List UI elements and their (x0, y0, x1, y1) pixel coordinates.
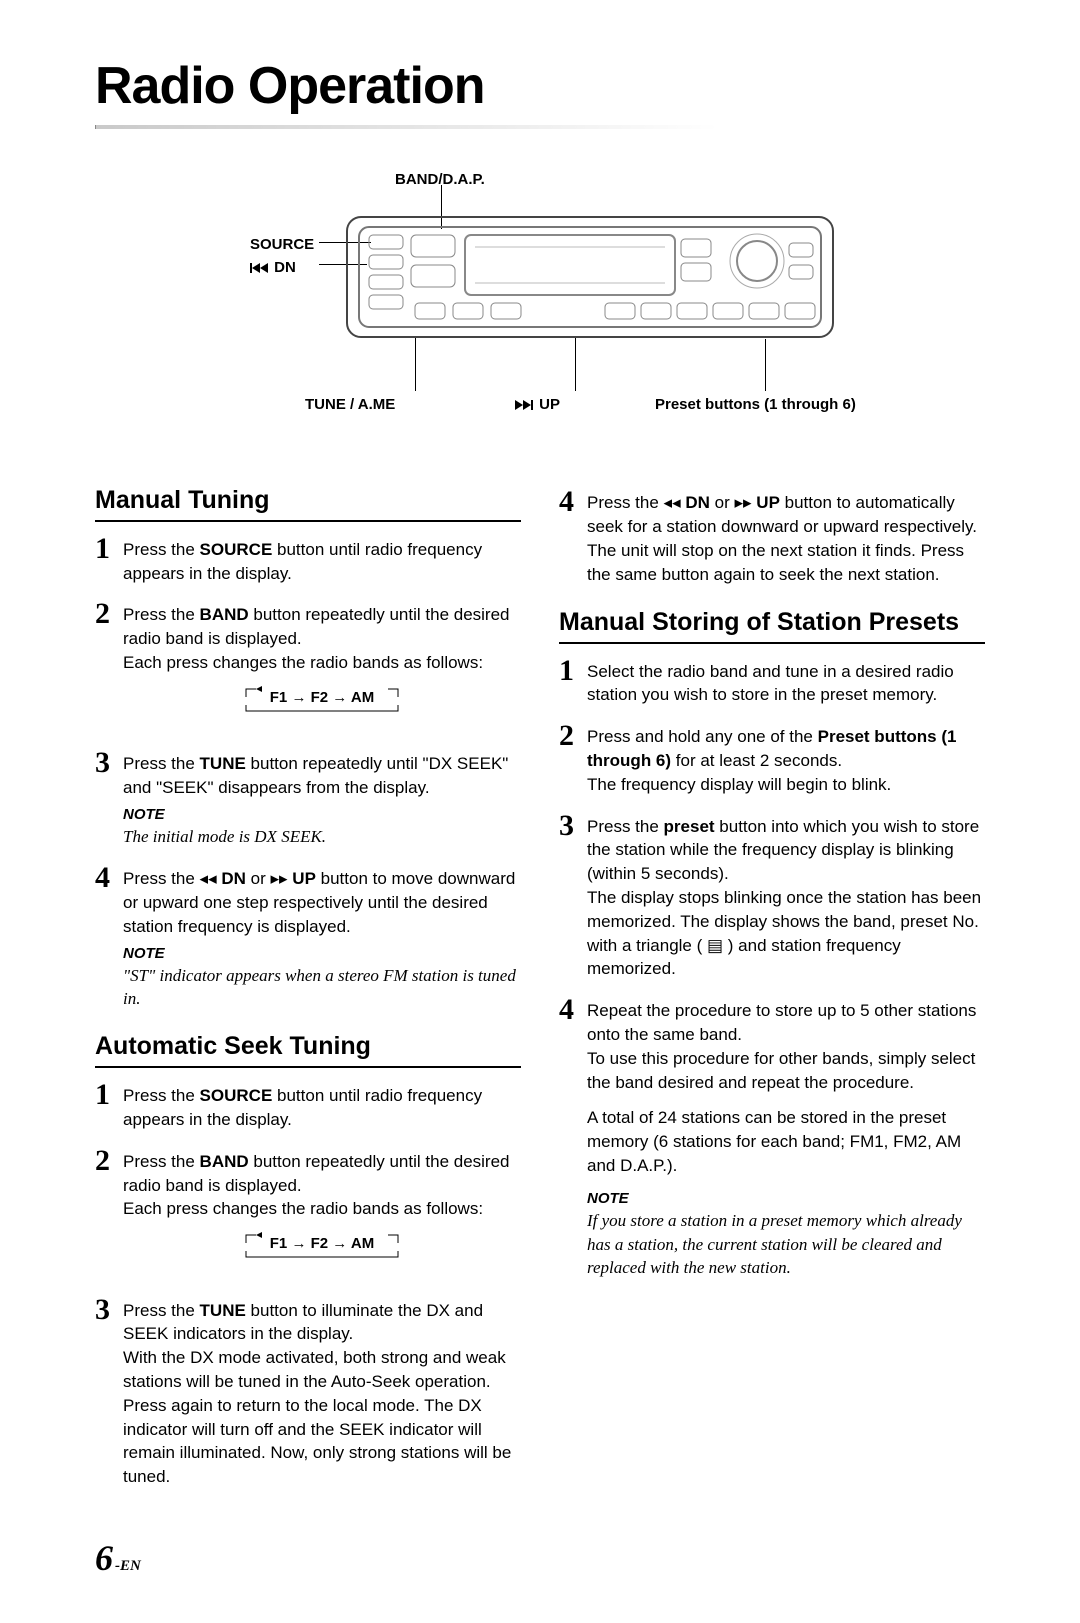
section-manual-tuning-title: Manual Tuning (95, 483, 521, 522)
note-text: The initial mode is DX SEEK. (123, 825, 521, 849)
auto-seek-step-2: 2 Press the BAND button repeatedly until… (95, 1146, 521, 1281)
band-sequence: F1 → F2 → AM (212, 685, 432, 720)
manual-store-step-4: 4 Repeat the procedure to store up to 5 … (559, 995, 985, 1280)
note-label: NOTE (587, 1188, 985, 1209)
auto-seek-step-4: 4 Press the ◂◂ DN or ▸▸ UP button to aut… (559, 487, 985, 587)
radio-unit-drawing (345, 199, 835, 359)
step-number: 2 (95, 599, 123, 734)
right-column: 4 Press the ◂◂ DN or ▸▸ UP button to aut… (559, 465, 985, 1503)
manual-tuning-step-4: 4 Press the ◂◂ DN or ▸▸ UP button to mov… (95, 863, 521, 1012)
radio-diagram: BAND/D.A.P. SOURCE DN TUNE / A.ME UP Pre… (95, 169, 985, 429)
step-body: Press the TUNE button to illuminate the … (123, 1295, 521, 1489)
label-source: SOURCE (250, 234, 314, 255)
step-number: 3 (95, 748, 123, 848)
section-manual-store-title: Manual Storing of Station Presets (559, 605, 985, 644)
step-body: Press the SOURCE button until radio freq… (123, 534, 521, 586)
manual-store-step-2: 2 Press and hold any one of the Preset b… (559, 721, 985, 796)
step-number: 3 (95, 1295, 123, 1489)
band-sequence: F1 → F2 → AM (212, 1231, 432, 1266)
step-body: Press the BAND button repeatedly until t… (123, 1146, 521, 1281)
step-body: Press and hold any one of the Preset but… (587, 721, 985, 796)
manual-store-step-3: 3 Press the preset button into which you… (559, 811, 985, 982)
note-label: NOTE (123, 804, 521, 825)
label-up: UP (515, 394, 560, 415)
step-number: 4 (559, 487, 587, 587)
label-preset: Preset buttons (1 through 6) (655, 394, 856, 415)
step-body: Press the ◂◂ DN or ▸▸ UP button to move … (123, 863, 521, 1012)
auto-seek-step-3: 3 Press the TUNE button to illuminate th… (95, 1295, 521, 1489)
step-body: Press the preset button into which you w… (587, 811, 985, 982)
step-number: 1 (95, 534, 123, 586)
step-number: 1 (95, 1080, 123, 1132)
label-tune: TUNE / A.ME (305, 394, 395, 415)
step-number: 4 (95, 863, 123, 1012)
note-text: "ST" indicator appears when a stereo FM … (123, 964, 521, 1012)
left-column: Manual Tuning 1 Press the SOURCE button … (95, 465, 521, 1503)
step-extra-text: A total of 24 stations can be stored in … (587, 1106, 985, 1177)
step-body: Repeat the procedure to store up to 5 ot… (587, 995, 985, 1280)
step-number: 3 (559, 811, 587, 982)
note-text: If you store a station in a preset memor… (587, 1209, 985, 1280)
page-number: 6-EN (95, 1533, 985, 1583)
section-auto-seek-title: Automatic Seek Tuning (95, 1029, 521, 1068)
label-band: BAND/D.A.P. (395, 169, 485, 190)
label-dn: DN (250, 257, 296, 278)
step-body: Press the ◂◂ DN or ▸▸ UP button to autom… (587, 487, 985, 587)
step-number: 1 (559, 656, 587, 708)
auto-seek-step-1: 1 Press the SOURCE button until radio fr… (95, 1080, 521, 1132)
manual-tuning-step-2: 2 Press the BAND button repeatedly until… (95, 599, 521, 734)
step-body: Press the BAND button repeatedly until t… (123, 599, 521, 734)
page-title: Radio Operation (95, 50, 985, 129)
step-number: 2 (95, 1146, 123, 1281)
step-body: Press the SOURCE button until radio freq… (123, 1080, 521, 1132)
note-label: NOTE (123, 943, 521, 964)
step-body: Press the TUNE button repeatedly until "… (123, 748, 521, 848)
manual-tuning-step-3: 3 Press the TUNE button repeatedly until… (95, 748, 521, 848)
step-body: Select the radio band and tune in a desi… (587, 656, 985, 708)
manual-store-step-1: 1 Select the radio band and tune in a de… (559, 656, 985, 708)
svg-text:F1 → F2 → AM: F1 → F2 → AM (270, 689, 374, 706)
svg-text:F1 → F2 → AM: F1 → F2 → AM (270, 1235, 374, 1252)
manual-tuning-step-1: 1 Press the SOURCE button until radio fr… (95, 534, 521, 586)
step-number: 4 (559, 995, 587, 1280)
step-number: 2 (559, 721, 587, 796)
